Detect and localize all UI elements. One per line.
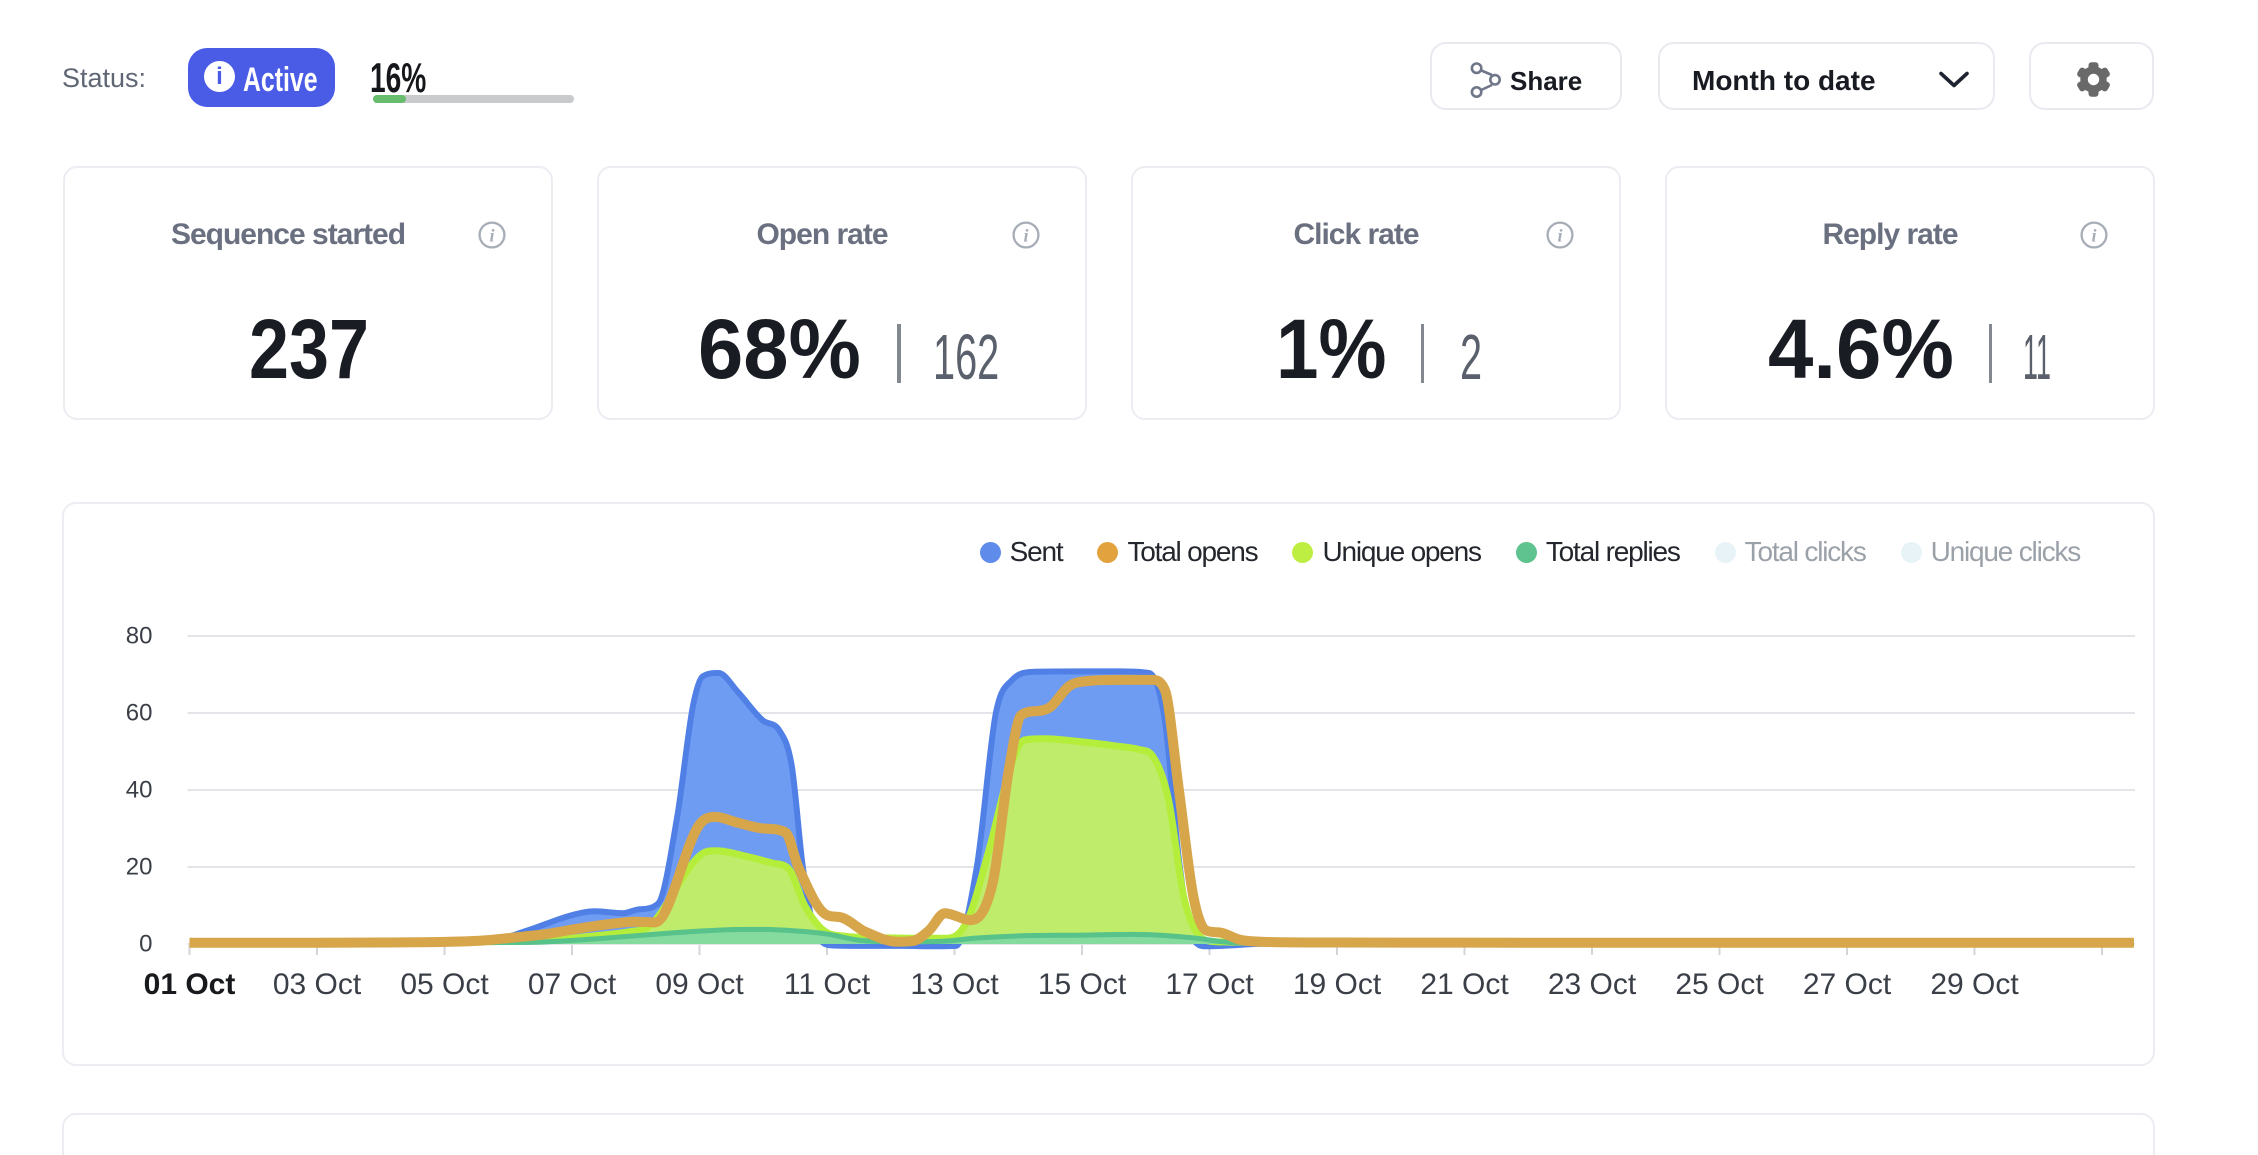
svg-text:20: 20	[126, 854, 153, 881]
svg-text:29 Oct: 29 Oct	[1930, 968, 2019, 1001]
svg-text:i: i	[2091, 226, 2096, 246]
svg-text:i: i	[1557, 226, 1562, 246]
svg-text:05 Oct: 05 Oct	[400, 968, 489, 1001]
svg-text:01 Oct: 01 Oct	[144, 968, 236, 1001]
svg-text:15 Oct: 15 Oct	[1038, 968, 1127, 1001]
svg-text:80: 80	[126, 623, 153, 650]
svg-text:07 Oct: 07 Oct	[528, 968, 617, 1001]
svg-text:i: i	[489, 226, 494, 246]
svg-text:11 Oct: 11 Oct	[784, 968, 871, 1001]
svg-text:21 Oct: 21 Oct	[1420, 968, 1509, 1001]
svg-text:09 Oct: 09 Oct	[655, 968, 744, 1001]
svg-text:19 Oct: 19 Oct	[1293, 968, 1382, 1001]
svg-text:27 Oct: 27 Oct	[1803, 968, 1892, 1001]
svg-text:40: 40	[126, 777, 153, 804]
svg-text:0: 0	[139, 931, 152, 958]
svg-text:i: i	[1023, 226, 1028, 246]
svg-text:23 Oct: 23 Oct	[1548, 968, 1637, 1001]
svg-text:03 Oct: 03 Oct	[273, 968, 362, 1001]
svg-text:17 Oct: 17 Oct	[1165, 968, 1254, 1001]
svg-text:60: 60	[126, 700, 153, 727]
svg-text:13 Oct: 13 Oct	[910, 968, 999, 1001]
svg-text:25 Oct: 25 Oct	[1675, 968, 1764, 1001]
